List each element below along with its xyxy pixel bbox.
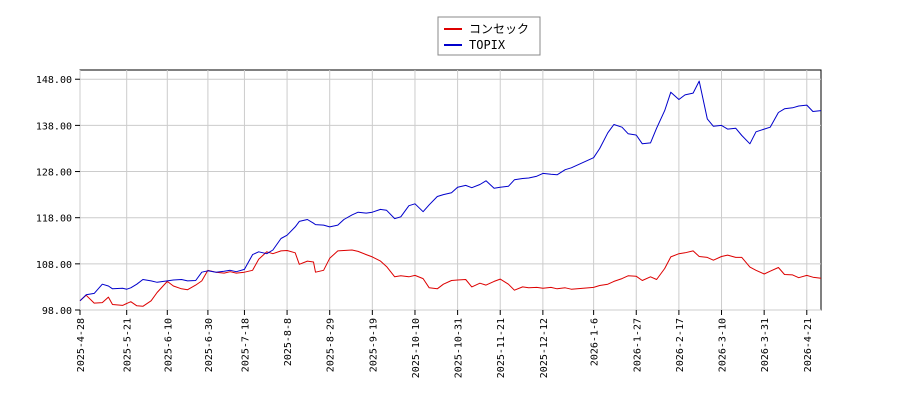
legend-label: コンセック [469, 22, 529, 36]
y-axis: 98.00 108.00 118.00 128.00 138.00 148.00 [36, 75, 80, 317]
x-tick-label: 2026-3-31 [760, 318, 771, 372]
x-tick-label: 2025-9-19 [368, 318, 379, 372]
legend-box [437, 16, 541, 56]
y-tick-label: 128.00 [36, 168, 72, 179]
y-tick-label: 108.00 [36, 260, 72, 271]
x-tick-label: 2026-1-6 [590, 318, 601, 366]
series-line-consec [79, 249, 822, 307]
x-tick-label: 2026-2-17 [675, 318, 686, 372]
series-line-topix [79, 80, 822, 302]
x-tick-label: 2025-7-18 [240, 318, 251, 372]
x-tick-label: 2025-6-10 [163, 318, 174, 372]
x-tick-label: 2025-10-31 [454, 318, 465, 378]
x-tick-label: 2025-8-8 [283, 318, 294, 366]
legend: コンセック TOPIX [437, 16, 541, 56]
x-tick-label: 2025-4-28 [76, 318, 87, 372]
x-tick-label: 2026-3-10 [718, 318, 729, 372]
y-tick-label: 118.00 [36, 214, 72, 225]
x-axis: 2025-4-28 2025-5-21 2025-6-10 2025-6-30 2025… [76, 310, 814, 378]
series-lines [79, 80, 822, 307]
x-tick-label: 2025-10-10 [411, 318, 422, 378]
x-tick-label: 2026-4-21 [803, 318, 814, 372]
plot-area [79, 69, 822, 311]
x-tick-label: 2026-1-27 [632, 318, 643, 372]
x-tick-label: 2025-12-12 [539, 318, 550, 378]
x-tick-label: 2025-11-21 [496, 318, 507, 378]
grid-lines [79, 70, 821, 311]
x-tick-label: 2025-8-29 [326, 318, 337, 372]
legend-label: TOPIX [469, 38, 506, 52]
y-tick-label: 138.00 [36, 121, 72, 132]
x-tick-label: 2025-6-30 [204, 318, 215, 372]
x-tick-label: 2025-5-21 [123, 318, 134, 372]
y-tick-label: 98.00 [42, 306, 72, 317]
y-tick-label: 148.00 [36, 75, 72, 86]
